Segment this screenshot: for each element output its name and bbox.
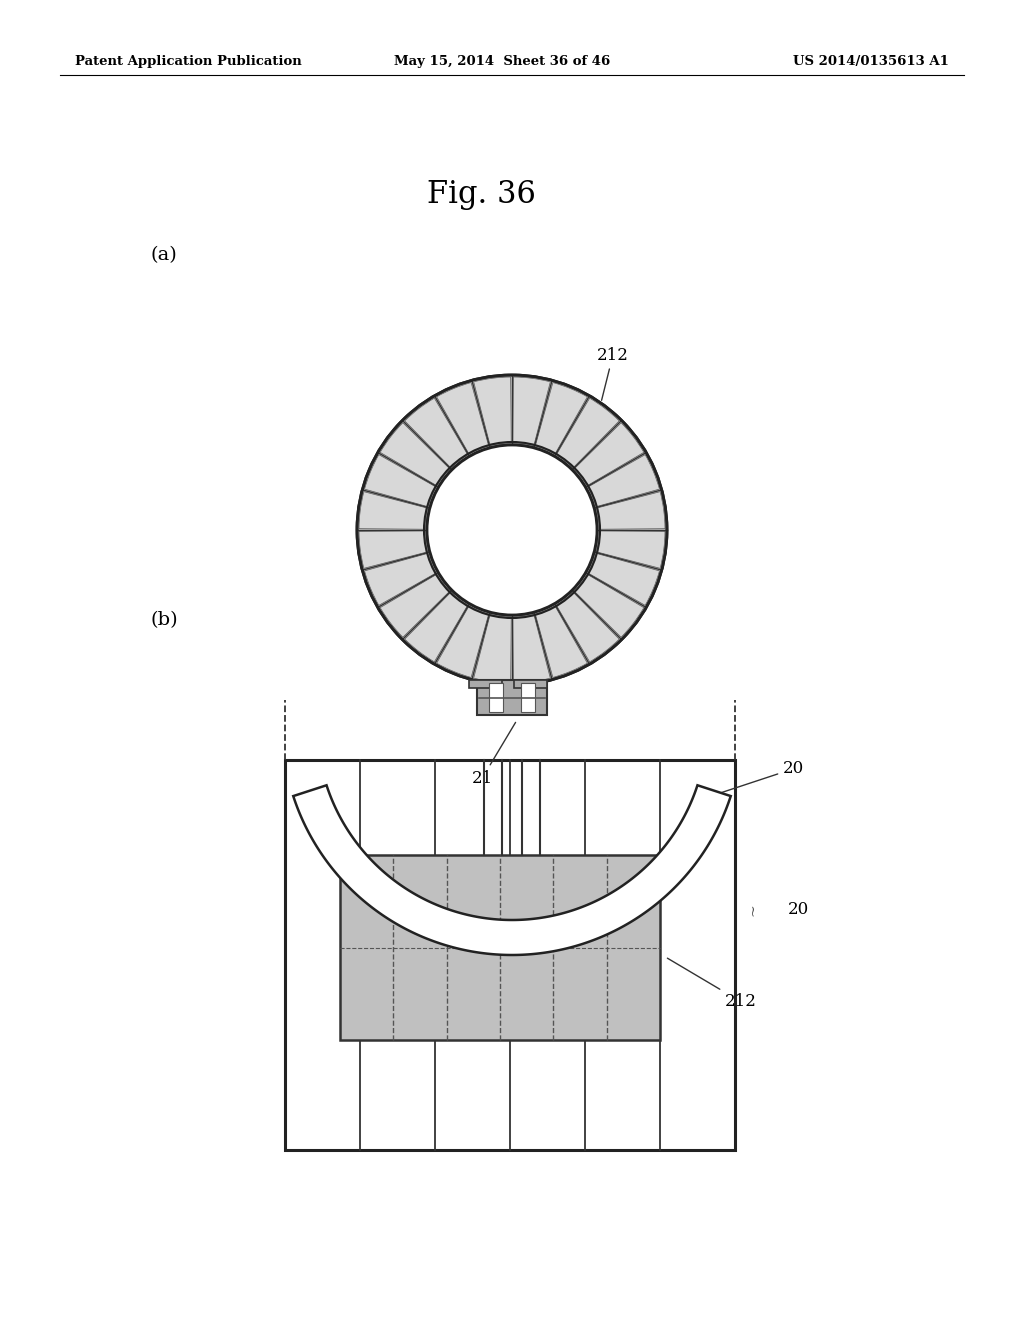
Text: 212: 212 [597, 346, 629, 400]
Text: Patent Application Publication: Patent Application Publication [75, 55, 302, 69]
Text: May 15, 2014  Sheet 36 of 46: May 15, 2014 Sheet 36 of 46 [394, 55, 610, 69]
Text: 20: 20 [788, 902, 809, 919]
Wedge shape [436, 606, 488, 677]
Bar [469, 680, 502, 688]
Wedge shape [404, 399, 468, 469]
Wedge shape [596, 491, 665, 529]
Bar [514, 680, 547, 688]
Text: US 2014/0135613 A1: US 2014/0135613 A1 [794, 55, 949, 69]
Wedge shape [359, 531, 428, 569]
Wedge shape [536, 606, 588, 677]
Wedge shape [574, 574, 644, 638]
Text: 20: 20 [721, 760, 805, 793]
Wedge shape [513, 614, 550, 682]
Wedge shape [556, 593, 620, 661]
Wedge shape [404, 593, 468, 661]
Wedge shape [536, 383, 588, 454]
Wedge shape [513, 378, 550, 446]
Text: (b): (b) [150, 611, 177, 630]
Bar [489, 682, 503, 711]
Wedge shape [380, 574, 450, 638]
Wedge shape [556, 399, 620, 469]
Bar [285, 760, 735, 1150]
Wedge shape [365, 553, 436, 606]
Text: 212: 212 [668, 958, 757, 1010]
Polygon shape [293, 785, 731, 954]
Wedge shape [436, 383, 488, 454]
Text: Fig. 36: Fig. 36 [427, 180, 536, 210]
Wedge shape [380, 422, 450, 486]
Wedge shape [359, 491, 428, 529]
Wedge shape [588, 454, 659, 507]
Wedge shape [365, 454, 436, 507]
Wedge shape [474, 614, 511, 682]
Text: ~: ~ [746, 904, 760, 916]
Bar [477, 680, 547, 715]
Circle shape [427, 445, 597, 615]
Wedge shape [596, 531, 665, 569]
Bar [521, 682, 535, 711]
Text: 21: 21 [471, 722, 515, 787]
Text: (a): (a) [150, 246, 177, 264]
Wedge shape [574, 422, 644, 486]
Wedge shape [588, 553, 659, 606]
Bar [340, 855, 660, 1040]
Wedge shape [474, 378, 511, 446]
